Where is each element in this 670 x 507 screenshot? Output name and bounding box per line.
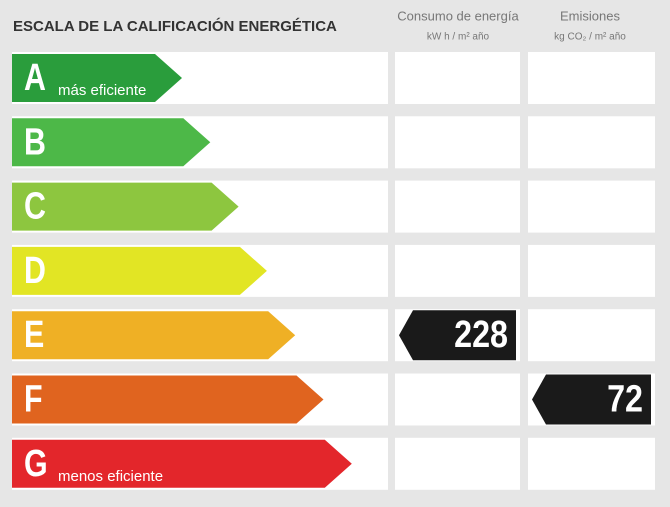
- rating-letter: F: [24, 378, 43, 420]
- emisiones-cell: [528, 52, 655, 104]
- emisiones-cell: [528, 116, 655, 169]
- value-text: 72: [607, 378, 643, 420]
- rating-letter: G: [24, 443, 48, 485]
- consumo-cell: [395, 52, 520, 104]
- rating-arrow: [12, 375, 324, 424]
- rating-letter: D: [24, 250, 46, 292]
- emisiones-cell: [528, 180, 655, 233]
- title: ESCALA DE LA CALIFICACIÓN ENERGÉTICA: [13, 17, 337, 35]
- rating-arrow: [12, 439, 352, 488]
- rating-arrow: [12, 311, 296, 360]
- value-badge: [532, 374, 651, 425]
- rating-arrow: [12, 118, 211, 167]
- consumo-cell: [395, 373, 520, 426]
- emisiones-cell: [528, 244, 655, 297]
- value-badge: [399, 310, 516, 361]
- column-unit: kg CO₂ / m² año: [554, 32, 626, 43]
- consumo-cell: [395, 437, 520, 490]
- consumo-cell: [395, 180, 520, 233]
- rating-letter: C: [24, 186, 46, 228]
- emisiones-cell: [528, 437, 655, 490]
- rating-label: más eficiente: [58, 82, 146, 99]
- emisiones-cell: [528, 309, 655, 362]
- rating-arrow: [12, 182, 239, 231]
- consumo-cell: [395, 116, 520, 169]
- value-text: 228: [454, 314, 508, 356]
- rating-letter: B: [24, 121, 46, 163]
- rating-arrow: [12, 54, 182, 102]
- rating-arrow: [12, 246, 267, 295]
- column-title: Consumo de energía: [397, 8, 519, 23]
- rating-letter: E: [24, 314, 44, 356]
- consumo-cell: [395, 244, 520, 297]
- rating-label: menos eficiente: [58, 468, 163, 485]
- column-unit: kW h / m² año: [427, 32, 490, 43]
- column-title: Emisiones: [560, 8, 620, 23]
- rating-letter: A: [24, 57, 46, 99]
